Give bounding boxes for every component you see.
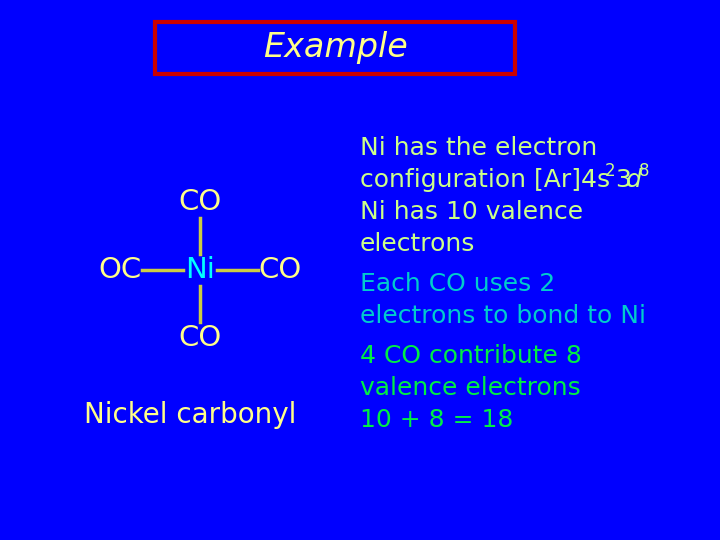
Text: 10 + 8 = 18: 10 + 8 = 18 (360, 408, 513, 432)
Text: 3: 3 (615, 168, 631, 192)
Text: 8: 8 (639, 162, 649, 180)
Text: Ni has the electron: Ni has the electron (360, 136, 598, 160)
Text: Each CO uses 2: Each CO uses 2 (360, 272, 555, 296)
Text: Ni has 10 valence: Ni has 10 valence (360, 200, 583, 224)
Text: 4 CO contribute 8: 4 CO contribute 8 (360, 344, 582, 368)
Text: OC: OC (99, 256, 142, 284)
Text: valence electrons: valence electrons (360, 376, 581, 400)
Text: electrons: electrons (360, 232, 475, 256)
Text: 2: 2 (605, 162, 616, 180)
Text: CO: CO (179, 324, 222, 352)
Text: CO: CO (258, 256, 302, 284)
Text: d: d (626, 168, 642, 192)
Text: CO: CO (179, 188, 222, 216)
Text: Nickel carbonyl: Nickel carbonyl (84, 401, 296, 429)
FancyBboxPatch shape (155, 22, 515, 74)
Text: electrons to bond to Ni: electrons to bond to Ni (360, 304, 646, 328)
Text: Example: Example (263, 31, 408, 64)
Text: configuration [Ar]4s: configuration [Ar]4s (360, 168, 610, 192)
Text: Ni: Ni (185, 256, 215, 284)
